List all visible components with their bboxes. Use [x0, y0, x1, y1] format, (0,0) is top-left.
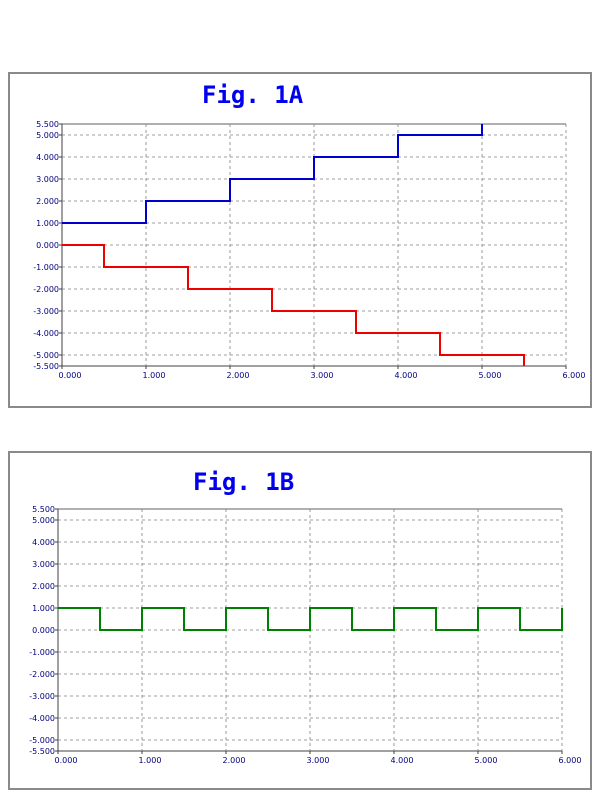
fig1a-y-tick-label: 5.000 [36, 131, 59, 140]
fig1b-y-tick-label: 1.000 [32, 604, 55, 613]
fig1b-y-tick-label: 2.000 [32, 582, 55, 591]
fig1b-x-tick-label: 3.000 [307, 756, 330, 765]
fig1b-y-tick-label: -5.000 [29, 736, 55, 745]
fig1b-y-tick-label: 4.000 [32, 538, 55, 547]
fig1a-y-tick-label: 1.000 [36, 219, 59, 228]
fig1a-y-tick-label: -5.000 [33, 351, 59, 360]
fig1a-x-tick-label: 4.000 [395, 371, 418, 380]
fig1a-y-tick-label: -3.000 [33, 307, 59, 316]
fig1a-y-tick-label: 3.000 [36, 175, 59, 184]
fig1b-y-tick-label: -1.000 [29, 648, 55, 657]
fig1a-y-tick-label: 5.500 [36, 120, 59, 129]
fig1a-y-tick-label: -2.000 [33, 285, 59, 294]
fig1b-y-tick-label: 5.500 [32, 505, 55, 514]
fig1b-y-tick-label: 3.000 [32, 560, 55, 569]
fig1a-x-tick-label: 5.000 [479, 371, 502, 380]
fig1b-y-tick-label: -2.000 [29, 670, 55, 679]
fig1a-y-tick-label: 2.000 [36, 197, 59, 206]
fig1b-x-tick-label: 6.000 [559, 756, 582, 765]
fig1a-x-tick-label: 2.000 [227, 371, 250, 380]
figure-1b-title: Fig. 1B [193, 468, 295, 496]
fig1b-y-tick-label: -3.000 [29, 692, 55, 701]
figure-1b-panel [8, 451, 592, 790]
fig1b-y-tick-label: -4.000 [29, 714, 55, 723]
fig1a-x-tick-label: 3.000 [311, 371, 334, 380]
fig1a-y-tick-label: 0.000 [36, 241, 59, 250]
fig1a-y-tick-label: -5.500 [33, 362, 59, 371]
figure-1a-title: Fig. 1A [202, 81, 304, 109]
fig1a-series-2-line [62, 244, 525, 366]
fig1a-x-tick-label: 1.000 [143, 371, 166, 380]
fig1a-y-tick-label: -1.000 [33, 263, 59, 272]
fig1a-y-tick-label: 4.000 [36, 153, 59, 162]
fig1b-y-tick-label: 5.000 [32, 516, 55, 525]
fig1b-y-tick-label: -5.500 [29, 747, 55, 756]
fig1b-x-tick-label: 2.000 [223, 756, 246, 765]
fig1b-x-tick-label: 1.000 [139, 756, 162, 765]
figure-1a-panel [8, 72, 592, 408]
fig1a-y-tick-label: -4.000 [33, 329, 59, 338]
fig1b-x-tick-label: 5.000 [475, 756, 498, 765]
fig1b-x-tick-label: 4.000 [391, 756, 414, 765]
fig1a-x-tick-label: 0.000 [59, 371, 82, 380]
fig1b-y-tick-label: 0.000 [32, 626, 55, 635]
fig1a-series-1-line [62, 124, 483, 224]
fig1b-series-1-line [58, 607, 563, 631]
fig1b-x-tick-label: 0.000 [55, 756, 78, 765]
fig1a-x-tick-label: 6.000 [563, 371, 586, 380]
